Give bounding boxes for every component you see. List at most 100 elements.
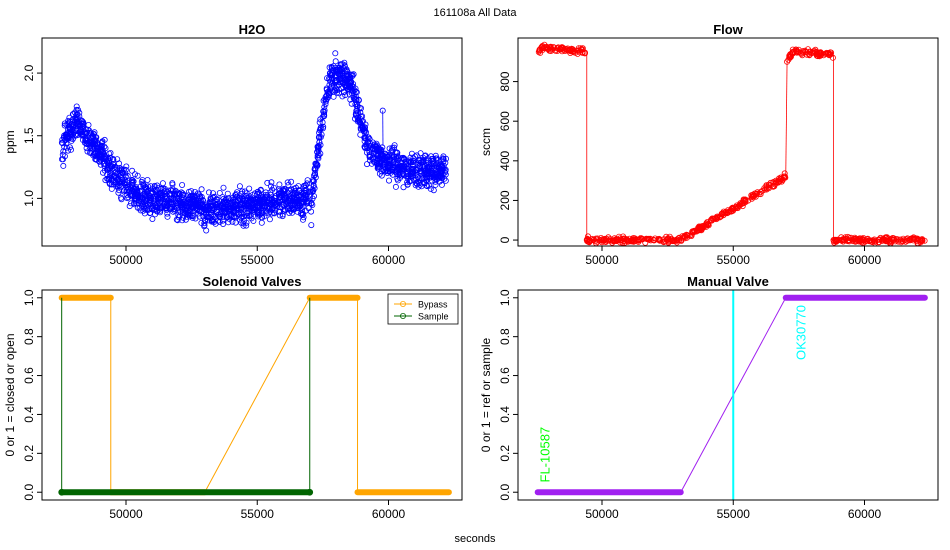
data-point bbox=[255, 195, 262, 202]
data-point bbox=[359, 124, 366, 131]
data-point bbox=[118, 196, 125, 203]
data-point bbox=[811, 47, 818, 54]
data-point bbox=[417, 150, 424, 157]
data-point bbox=[124, 195, 131, 202]
data-point bbox=[646, 235, 653, 242]
data-point bbox=[190, 208, 197, 215]
data-point bbox=[283, 198, 290, 205]
data-point bbox=[879, 237, 886, 244]
data-point bbox=[884, 236, 891, 243]
data-point bbox=[250, 204, 257, 211]
data-point bbox=[389, 144, 396, 151]
data-point bbox=[438, 163, 445, 170]
data-point bbox=[754, 189, 761, 196]
data-point bbox=[826, 52, 833, 59]
data-point bbox=[129, 179, 136, 186]
plot-frame bbox=[517, 37, 939, 247]
data-point bbox=[84, 148, 91, 155]
data-point bbox=[338, 66, 345, 73]
data-point bbox=[602, 238, 609, 245]
y-tick-label: 1.0 bbox=[22, 190, 36, 207]
data-point bbox=[67, 126, 74, 133]
data-point bbox=[432, 181, 439, 188]
data-point bbox=[129, 167, 136, 174]
data-point bbox=[304, 177, 311, 184]
data-point bbox=[218, 210, 225, 217]
data-point bbox=[632, 236, 639, 243]
x-tick-label: 50000 bbox=[109, 507, 143, 521]
data-point bbox=[269, 199, 276, 206]
data-point bbox=[575, 47, 582, 54]
panel-manual: Manual Valve 0 or 1 = ref or sample 50000 5… bbox=[479, 274, 939, 521]
data-point bbox=[256, 205, 263, 212]
data-point bbox=[297, 203, 304, 210]
panel-solenoid: Solenoid Valves 0 or 1 = closed or open 50… bbox=[3, 274, 463, 521]
data-point bbox=[392, 183, 399, 190]
data-point bbox=[143, 197, 150, 204]
data-point bbox=[258, 214, 265, 221]
data-point bbox=[381, 163, 388, 170]
data-point bbox=[148, 206, 155, 213]
data-point bbox=[315, 152, 322, 159]
data-point bbox=[258, 210, 265, 217]
data-point bbox=[536, 46, 543, 53]
data-point bbox=[97, 144, 104, 151]
data-point bbox=[374, 165, 381, 172]
panel-title: Manual Valve bbox=[687, 274, 769, 289]
data-point bbox=[207, 209, 214, 216]
data-point bbox=[875, 239, 882, 246]
data-point bbox=[243, 197, 250, 204]
data-point bbox=[679, 235, 686, 242]
data-point bbox=[246, 185, 253, 192]
x-tick-label: 60000 bbox=[848, 507, 882, 521]
x-tick-label: 55000 bbox=[717, 507, 751, 521]
data-point bbox=[703, 222, 710, 229]
data-point bbox=[246, 213, 253, 220]
y-tick-label: 0.4 bbox=[498, 406, 512, 423]
data-point bbox=[362, 135, 369, 142]
data-point bbox=[781, 174, 788, 181]
data-point bbox=[781, 170, 788, 177]
data-point bbox=[308, 222, 315, 229]
data-point bbox=[107, 169, 114, 176]
data-point bbox=[366, 139, 373, 146]
data-point bbox=[605, 234, 612, 241]
data-point bbox=[699, 223, 706, 230]
data-point bbox=[222, 196, 229, 203]
data-point bbox=[134, 172, 141, 179]
data-point bbox=[358, 118, 365, 125]
data-point bbox=[203, 213, 210, 220]
data-point bbox=[914, 238, 921, 245]
data-point bbox=[107, 173, 114, 180]
data-point bbox=[328, 64, 335, 71]
data-point bbox=[236, 183, 243, 190]
data-point bbox=[154, 182, 161, 189]
data-point bbox=[441, 175, 448, 182]
data-point bbox=[793, 48, 800, 55]
data-point bbox=[426, 182, 433, 189]
data-point bbox=[285, 205, 292, 212]
data-point bbox=[77, 129, 84, 136]
data-point bbox=[258, 219, 265, 226]
data-point bbox=[332, 58, 339, 65]
data-point bbox=[838, 237, 845, 244]
data-point bbox=[311, 177, 318, 184]
data-point bbox=[599, 237, 606, 244]
data-point bbox=[276, 212, 283, 219]
legend-entry: Bypass bbox=[418, 300, 448, 310]
data-point bbox=[279, 186, 286, 193]
data-point bbox=[703, 220, 710, 227]
series-line bbox=[61, 297, 449, 493]
data-point bbox=[614, 236, 621, 243]
data-point bbox=[209, 215, 216, 222]
data-point bbox=[97, 161, 104, 168]
plot-area bbox=[58, 294, 452, 496]
data-point bbox=[167, 195, 174, 202]
plot-frame bbox=[517, 289, 939, 501]
data-point bbox=[164, 213, 171, 220]
data-point bbox=[308, 208, 315, 215]
data-point bbox=[345, 84, 352, 91]
data-point bbox=[172, 191, 179, 198]
data-point bbox=[108, 185, 115, 192]
data-point bbox=[376, 170, 383, 177]
